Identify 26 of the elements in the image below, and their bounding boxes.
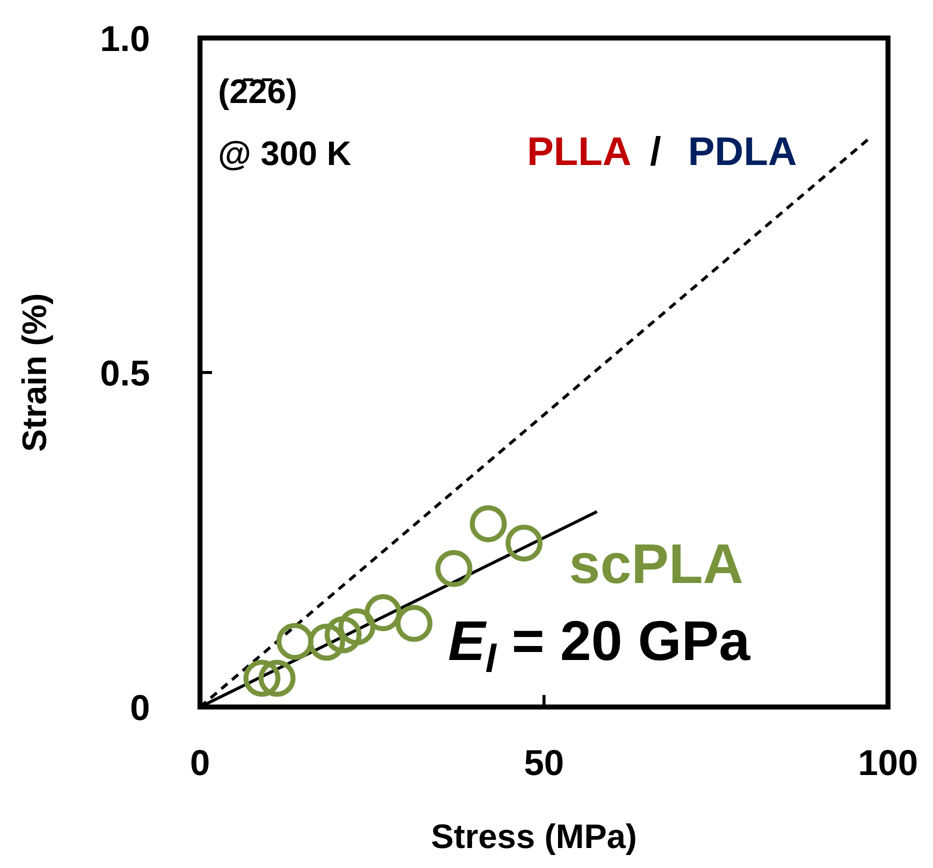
point <box>395 604 432 642</box>
annotation: @ 300 K <box>218 135 352 173</box>
annotation: / <box>650 130 662 174</box>
point <box>243 660 280 697</box>
y-tick-label: 0.5 <box>100 352 150 394</box>
y-axis-title: Strain (%) <box>16 293 54 452</box>
point <box>308 624 346 661</box>
x-tick-label: 50 <box>524 742 564 783</box>
annotation: PLLA <box>527 130 632 174</box>
x-tick-label: 0 <box>190 742 210 783</box>
point <box>276 622 314 660</box>
y-tick-label: 1.0 <box>100 18 150 59</box>
point <box>506 524 543 562</box>
y-tick-label: 0 <box>130 687 150 728</box>
annotation: E$_{l}$ = 20 GPa <box>448 609 751 681</box>
x-tick-label: 100 <box>858 742 918 783</box>
annotation: (2̄2̄6) <box>218 73 298 111</box>
x-axis-title: Stress (MPa) <box>431 818 637 856</box>
point <box>364 594 402 632</box>
annotation: PDLA <box>688 130 797 174</box>
point <box>258 660 296 697</box>
point <box>324 616 362 654</box>
series-label: scPLA <box>569 532 744 596</box>
point <box>470 505 507 542</box>
point <box>435 550 472 588</box>
point <box>338 608 376 646</box>
